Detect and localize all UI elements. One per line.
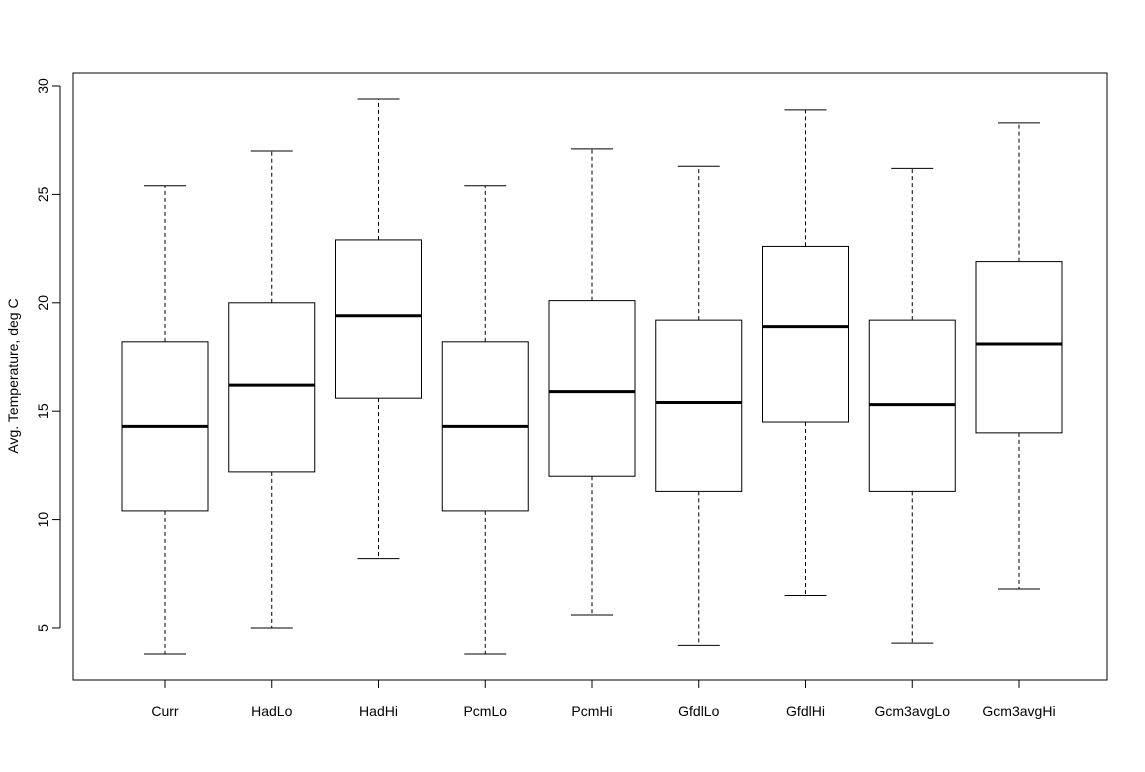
boxes-layer [121, 98, 1063, 655]
x-tick-label: PcmLo [463, 703, 507, 719]
y-tick-label: 30 [35, 78, 51, 94]
box-gcm3avglo [868, 167, 956, 644]
box-hadhi [335, 98, 422, 560]
x-tick-label: GfdlLo [678, 703, 719, 719]
x-tick-label: Curr [151, 703, 179, 719]
iqr-box [975, 261, 1063, 434]
y-axis: 5 10 15 20 25 30 [35, 78, 61, 632]
x-axis: Curr HadLo HadHi PcmLo PcmHi GfdlLo GfdlHi Gcm3… [151, 679, 1056, 719]
iqr-box [548, 300, 636, 477]
x-tick-label: Gcm3avgLo [875, 703, 951, 719]
box-gcm3avghi [975, 122, 1063, 590]
iqr-box [762, 245, 849, 423]
box-gfdllo [655, 165, 743, 646]
y-tick-label: 5 [35, 624, 51, 632]
x-tick-label: GfdlHi [786, 703, 825, 719]
y-tick-label: 25 [35, 186, 51, 202]
x-tick-label: HadHi [359, 703, 398, 719]
iqr-box [335, 239, 422, 399]
y-axis-label: Avg. Temperature, deg C [5, 298, 21, 453]
y-tick-label: 20 [35, 295, 51, 311]
x-tick-label: HadLo [251, 703, 292, 719]
box-pcmhi [548, 148, 636, 616]
x-tick-label: Gcm3avgHi [982, 703, 1055, 719]
box-pcmlo [441, 185, 529, 655]
iqr-box [655, 319, 743, 492]
box-curr [121, 185, 209, 655]
box-hadlo [228, 150, 316, 629]
x-tick-label: PcmHi [571, 703, 612, 719]
y-tick-label: 15 [35, 403, 51, 419]
iqr-box [228, 302, 316, 473]
y-tick-label: 10 [35, 512, 51, 528]
box-gfdlhi [762, 109, 849, 596]
